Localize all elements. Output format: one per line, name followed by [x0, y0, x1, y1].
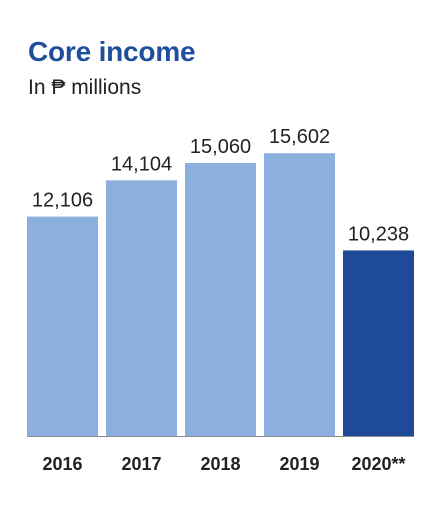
category-labels-group: 2016 2017 2018 2019 2020** — [42, 454, 405, 474]
value-labels-group: 12,106 14,104 15,060 15,602 10,238 — [32, 126, 409, 245]
bar-2020 — [343, 250, 414, 436]
category-label: 2020** — [351, 454, 405, 474]
category-label: 2017 — [121, 454, 161, 474]
bar-2016 — [27, 216, 98, 436]
category-label: 2019 — [279, 454, 319, 474]
chart-subtitle: In ₱ millions — [28, 76, 142, 99]
bars-group — [27, 153, 414, 436]
value-label: 15,060 — [190, 136, 251, 158]
value-label: 14,104 — [111, 153, 172, 175]
bar-2017 — [106, 180, 177, 436]
bar-2019 — [264, 153, 335, 436]
bar-2018 — [185, 163, 256, 436]
value-label: 10,238 — [348, 223, 409, 245]
category-label: 2016 — [42, 454, 82, 474]
chart-title: Core income — [28, 36, 196, 67]
value-label: 15,602 — [269, 126, 330, 148]
category-label: 2018 — [200, 454, 240, 474]
value-label: 12,106 — [32, 190, 93, 212]
